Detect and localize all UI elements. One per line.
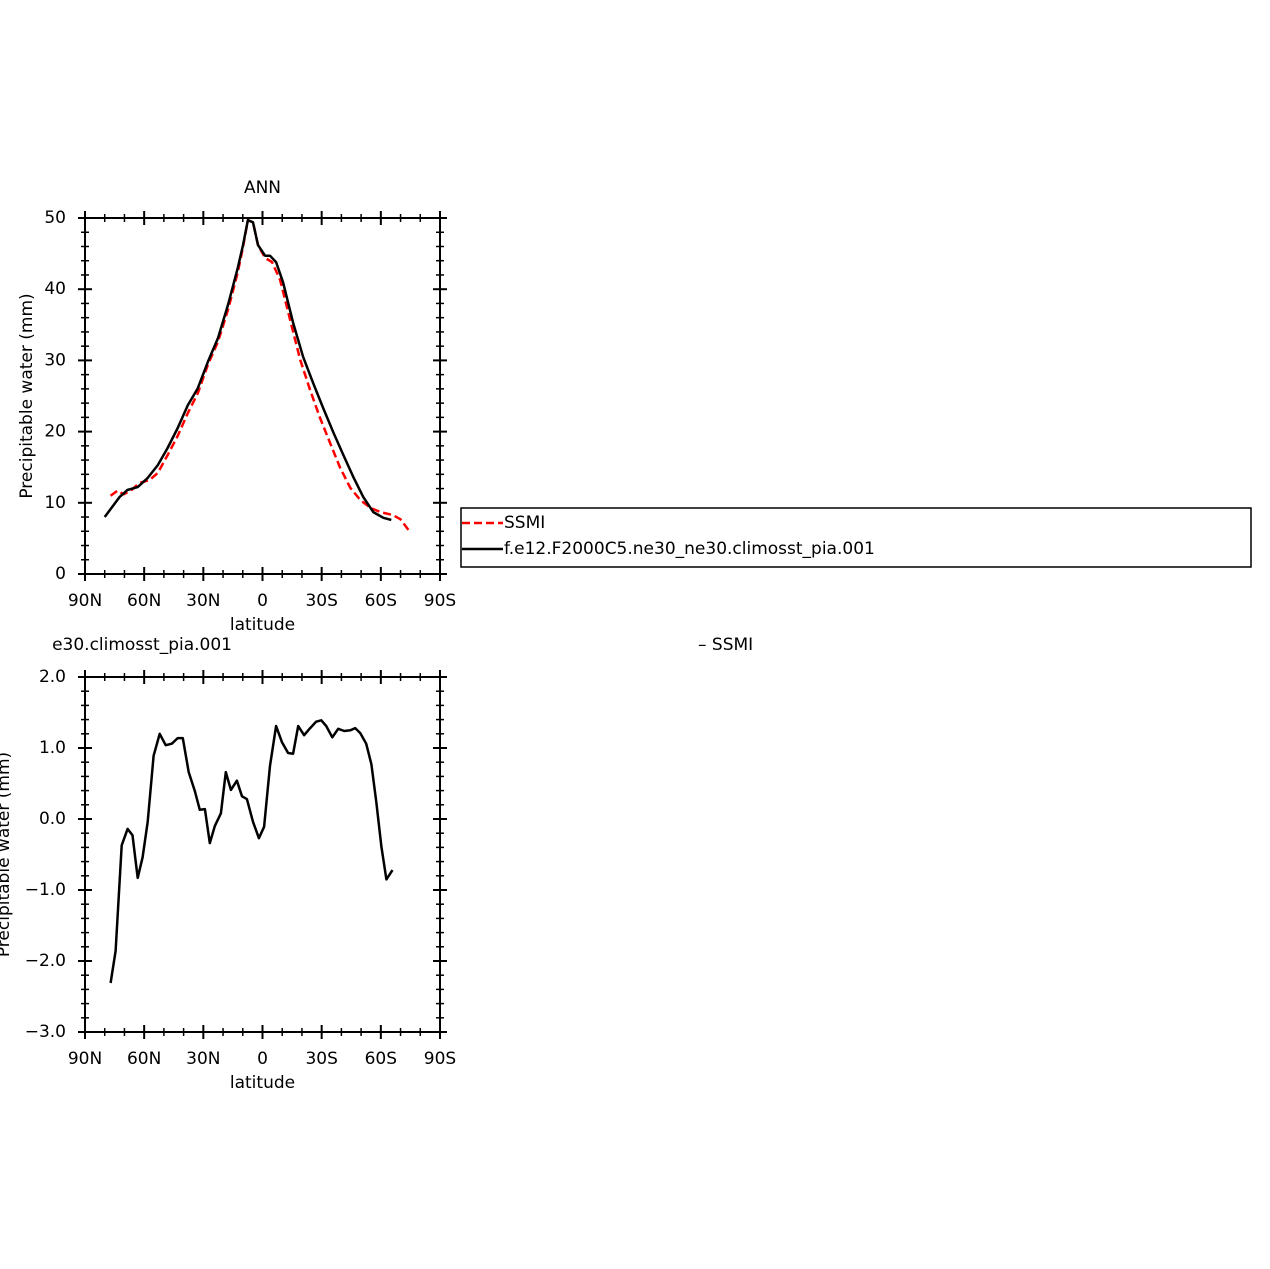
y-tick-label: 20 [44,422,66,442]
x-tick-label: 0 [257,591,268,611]
plot-frame [84,676,441,1033]
x-tick-label: 30S [305,591,337,611]
x-tick-label: 60S [365,1049,397,1069]
x-tick-label: 30N [186,1049,220,1069]
x-tick-label: 90N [68,1049,102,1069]
x-tick-label: 30N [186,591,220,611]
x-tick-label: 60N [127,1049,161,1069]
x-tick-label: 90N [68,591,102,611]
y-axis-label: Precipitable water (mm) [0,752,14,957]
y-tick-label: 30 [44,350,66,370]
y-tick-label: 2.0 [39,667,66,687]
data-line [103,218,392,522]
y-tick-label: 1.0 [39,738,66,758]
data-line [109,719,394,984]
data-line [109,218,410,531]
y-tick-label: −1.0 [25,880,66,900]
legend-box [460,507,1252,568]
y-tick-label: 0 [55,564,66,584]
x-axis-label: latitude [230,615,295,635]
x-tick-label: 90S [424,591,456,611]
x-tick-label: 0 [257,1049,268,1069]
chart-title-right: – SSMI [698,635,753,655]
x-tick-label: 60S [365,591,397,611]
chart-title: e30.climosst_pia.001 [52,635,232,655]
y-tick-label: −3.0 [25,1022,66,1042]
y-tick-label: 0.0 [39,809,66,829]
x-tick-label: 90S [424,1049,456,1069]
y-axis-label: Precipitable water (mm) [17,293,37,498]
x-tick-label: 60N [127,591,161,611]
y-tick-label: 50 [44,208,66,228]
plot-frame [84,217,441,575]
x-tick-label: 30S [305,1049,337,1069]
chart-title: ANN [244,178,281,198]
y-tick-label: 40 [44,279,66,299]
y-tick-label: −2.0 [25,951,66,971]
legend-label: SSMI [504,513,545,533]
x-axis-label: latitude [230,1073,295,1093]
y-tick-label: 10 [44,493,66,513]
legend-label: f.e12.F2000C5.ne30_ne30.climosst_pia.001 [504,539,875,559]
